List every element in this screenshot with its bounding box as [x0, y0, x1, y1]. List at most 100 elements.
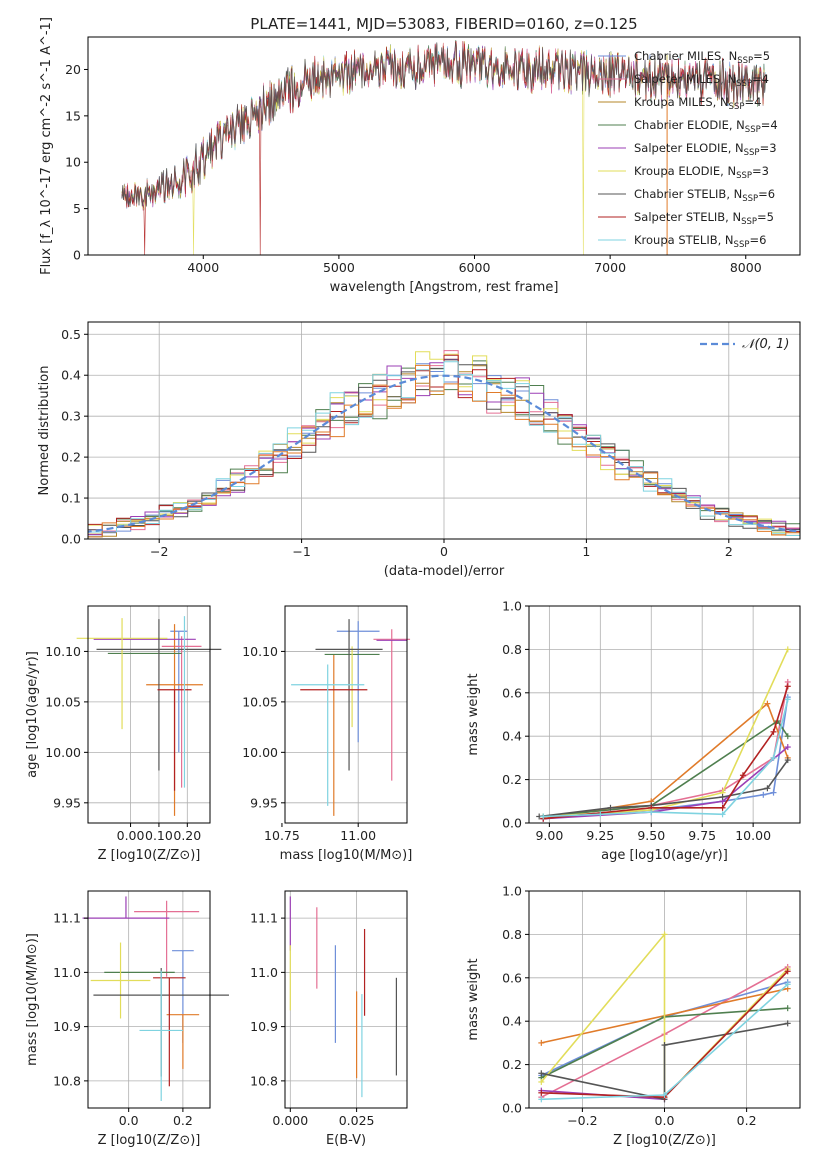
y-tick-label: 9.95 [250, 795, 278, 810]
errorbar [315, 619, 383, 771]
weight-line [539, 759, 789, 818]
y-tick-label: 0.2 [502, 1057, 522, 1072]
y-tick-label: 0.0 [502, 816, 522, 831]
weight-marker [770, 789, 777, 796]
weight-vs-Z-frame: −0.2 0.0 0.2 0.0 0.2 0.4 0.6 0.8 1.0 Z [log10(Z/Z… [466, 884, 801, 1148]
mass-vs-Z-xlabel: Z [log10(Z/Z⊙)] [98, 1133, 201, 1148]
weight-marker [770, 728, 777, 735]
weight-marker [770, 754, 777, 761]
weight-marker [719, 793, 726, 800]
y-tick-label: 10.9 [250, 1019, 278, 1034]
errorbar [157, 689, 192, 791]
weight-marker [784, 683, 791, 690]
weight-marker [607, 804, 614, 811]
legend-count: =5 [753, 49, 770, 63]
y-tick-label: 0.0 [502, 1101, 522, 1116]
legend-label: Kroupa ELODIE, NSSP=3 [634, 164, 769, 181]
y-tick-label: 11.0 [250, 965, 278, 980]
age-vs-Z-points [76, 616, 222, 816]
residuals-frame: −2 −1 0 1 2 0.0 0.1 0.2 0.3 0.4 0.5 (data-model)/er… [37, 321, 801, 579]
weight-marker [538, 1070, 545, 1077]
errorbar [139, 970, 183, 1101]
y-tick-label: 0.4 [502, 1014, 522, 1029]
x-tick-label: 0.20 [173, 828, 201, 843]
legend-subscript: SSP [734, 240, 750, 250]
x-tick-label: −1 [292, 544, 310, 559]
age-vs-mass-points [291, 619, 411, 816]
legend-subscript: SSP [736, 79, 752, 89]
y-tick-label: 5 [73, 201, 81, 216]
weight-marker [719, 804, 726, 811]
errorbar [76, 618, 168, 730]
weight-marker [784, 733, 791, 740]
mass-vs-EBV-points [289, 896, 397, 1098]
errorbar [82, 896, 170, 919]
legend-count: =4 [744, 95, 761, 109]
spectrum-plot [121, 39, 766, 255]
y-tick-label: 0.8 [502, 642, 522, 657]
x-tick-label: 0.2 [737, 1113, 757, 1128]
y-tick-label: 1.0 [502, 884, 522, 899]
mass-vs-EBV-xlabel: E(B-V) [326, 1133, 366, 1148]
weight-vs-age-frame: 9.00 9.25 9.50 9.75 10.00 0.0 0.2 0.4 0.6 0.8 1.0 a… [466, 599, 801, 863]
spectrum-line-chabrier-stelib [121, 42, 766, 208]
legend-count: =6 [749, 233, 766, 247]
x-tick-label: 0.2 [173, 1113, 193, 1128]
y-tick-label: 0.6 [502, 970, 522, 985]
y-tick-label: 10.05 [242, 694, 278, 709]
age-vs-mass-frame: 10.75 11.00 9.95 10.00 10.05 10.10 mass [log10… [242, 605, 412, 863]
y-tick-label: 0.0 [61, 532, 81, 547]
weight-marker [764, 700, 771, 707]
mass-vs-Z-axes-frame [87, 890, 211, 1109]
weight-line [543, 686, 789, 820]
weight-marker [538, 1096, 545, 1103]
y-tick-label: 9.95 [53, 795, 81, 810]
x-tick-label: 5000 [323, 260, 355, 275]
legend-label: 𝒩(0, 1) [742, 337, 789, 352]
weight-marker [784, 968, 791, 975]
legend-subscript: SSP [736, 171, 752, 181]
y-tick-label: 10.10 [45, 644, 81, 659]
mass-vs-Z-ylabel: mass [log10(M/M⊙)] [25, 933, 40, 1066]
weight-marker [538, 1039, 545, 1046]
weight-line [543, 702, 789, 820]
weight-vs-age-xlabel: age [log10(age/yr)] [601, 848, 728, 863]
mass-vs-Z-points [82, 896, 229, 1101]
legend-count: =3 [760, 141, 777, 155]
x-tick-label: 0.10 [145, 828, 173, 843]
weight-marker [597, 811, 604, 818]
weight-marker [784, 1020, 791, 1027]
spectrum-xlabel: wavelength [Angstrom, rest frame] [330, 280, 559, 295]
y-tick-label: 11.0 [53, 965, 81, 980]
legend-label: Chabrier STELIB, NSSP=6 [634, 187, 775, 204]
legend-label: Salpeter STELIB, NSSP=5 [634, 210, 774, 227]
x-tick-label: 6000 [459, 260, 491, 275]
legend-count: =5 [757, 210, 774, 224]
weight-marker [784, 757, 791, 764]
residuals-plot [88, 350, 800, 539]
errorbar [161, 636, 202, 788]
mass-vs-EBV-frame: 0.000 0.025 10.8 10.9 11.0 11.1 E(B-V) [250, 890, 408, 1148]
x-tick-label: 8000 [730, 260, 762, 275]
x-tick-label: 10.00 [735, 828, 771, 843]
y-tick-label: 10.8 [250, 1073, 278, 1088]
weight-line [543, 719, 789, 818]
age-vs-mass-axes-frame [284, 605, 408, 824]
x-tick-label: 9.50 [637, 828, 665, 843]
age-vs-Z-frame: 0.00 0.10 0.20 9.95 10.00 10.05 10.10 Z [log10(… [25, 605, 211, 863]
residuals-ylabel: Normed distribution [37, 366, 52, 496]
x-tick-label: 10.75 [264, 828, 300, 843]
legend-label: Chabrier MILES, NSSP=5 [634, 49, 770, 66]
weight-marker [661, 1042, 668, 1049]
spectrum-legend: Chabrier MILES, NSSP=5 Salpeter MILES, NS… [598, 49, 778, 250]
y-tick-label: 20 [65, 62, 81, 77]
weight-marker [784, 1005, 791, 1012]
normal-reference-curve [88, 374, 800, 533]
legend-count: =4 [761, 118, 778, 132]
legend-count: =3 [752, 164, 769, 178]
y-tick-label: 10.8 [53, 1073, 81, 1088]
legend-subscript: SSP [742, 194, 758, 204]
y-tick-label: 0.2 [61, 450, 81, 465]
y-tick-label: 0.1 [61, 491, 81, 506]
